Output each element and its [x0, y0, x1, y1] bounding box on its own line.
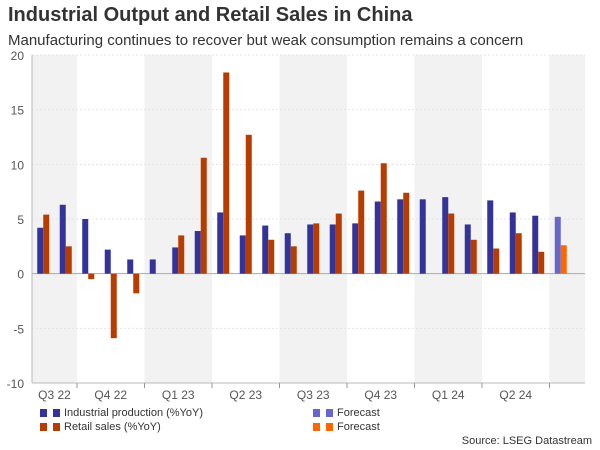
x-tick-label: Q1 23: [162, 388, 195, 402]
bar-retail-sales-yoy--apr-23: [223, 72, 230, 274]
bar-industrial-production-yoy--sep-22: [59, 204, 66, 274]
bar-industrial-production-yoy--dec-22: [127, 259, 134, 274]
bar-forecast-jul-24: [560, 245, 567, 274]
bar-industrial-production-yoy--nov-22: [104, 249, 111, 274]
bar-industrial-production-yoy--nov-23: [374, 201, 381, 274]
legend-swatch: [53, 423, 60, 431]
legend-label: Industrial production (%YoY): [64, 407, 204, 419]
y-tick-label: 0: [17, 268, 24, 282]
x-tick-label: Q3 22: [38, 388, 71, 402]
bar-retail-sales-yoy--jul-23: [290, 246, 297, 274]
legend-item-retail: Retail sales (%YoY): [40, 421, 161, 433]
bar-retail-sales-yoy--feb-23: [178, 235, 185, 274]
bar-retail-sales-yoy--jun-24: [538, 251, 545, 274]
bar-retail-sales-yoy--aug-23: [313, 223, 320, 274]
bar-industrial-production-yoy--oct-22: [82, 219, 89, 274]
bar-retail-sales-yoy--sep-23: [335, 213, 342, 274]
bar-retail-sales-yoy--apr-24: [493, 248, 500, 274]
bar-retail-sales-yoy--aug-22: [43, 214, 50, 274]
y-tick-label: 5: [17, 213, 24, 227]
legend-item-ip: Industrial production (%YoY): [40, 407, 203, 419]
y-tick-label: 20: [11, 49, 25, 63]
bar-industrial-production-yoy--sep-23: [329, 224, 336, 274]
quarter-band: [32, 55, 77, 383]
bar-retail-sales-yoy--oct-22: [88, 273, 95, 280]
bar-retail-sales-yoy--may-23: [245, 134, 252, 274]
bar-retail-sales-yoy--feb-24: [448, 213, 455, 274]
chart-subtitle: Manufacturing continues to recover but w…: [8, 32, 524, 49]
bar-retail-sales-yoy--jun-23: [268, 239, 275, 274]
y-tick-label: -5: [13, 322, 24, 336]
x-tick-label: Q1 24: [432, 388, 465, 402]
legend-item-retail-forecast: Forecast: [313, 421, 380, 433]
bar-retail-sales-yoy--dec-22: [133, 273, 140, 294]
bar-industrial-production-yoy--feb-23: [172, 247, 179, 274]
bar-industrial-production-yoy--feb-24: [442, 197, 449, 274]
x-tick-label: Q2 23: [229, 388, 262, 402]
bar-retail-sales-yoy--dec-23: [403, 192, 410, 274]
bar-industrial-production-yoy--may-23: [239, 235, 246, 274]
legend-swatch: [326, 423, 333, 431]
bar-industrial-production-yoy--oct-23: [352, 223, 359, 274]
x-tick-label: Q2 24: [499, 388, 532, 402]
bar-industrial-production-yoy--dec-23: [397, 199, 404, 274]
source-note: Source: LSEG Datastream: [461, 435, 592, 447]
legend-label: Forecast: [337, 421, 380, 433]
bar-retail-sales-yoy--mar-24: [470, 239, 477, 274]
y-tick-label: -10: [7, 377, 25, 391]
x-tick-label: Q3 23: [297, 388, 330, 402]
legend-label: Forecast: [337, 407, 380, 419]
bar-industrial-production-yoy--mar-24: [464, 224, 471, 274]
legend-swatch: [53, 409, 60, 417]
bar-retail-sales-yoy--nov-23: [380, 163, 387, 274]
y-tick-label: 10: [11, 158, 25, 172]
legend-swatch: [326, 409, 333, 417]
x-tick-label: Q4 23: [364, 388, 397, 402]
legend-swatch: [313, 423, 320, 431]
x-tick-label: Q4 22: [94, 388, 127, 402]
legend-swatch: [313, 409, 320, 417]
bar-industrial-production-yoy--aug-23: [307, 224, 314, 274]
bar-industrial-production-yoy--aug-22: [37, 227, 44, 274]
bar-industrial-production-yoy--jun-24: [532, 215, 539, 274]
bar-retail-sales-yoy--nov-22: [110, 273, 117, 339]
legend-label: Retail sales (%YoY): [64, 421, 161, 433]
chart-title: Industrial Output and Retail Sales in Ch…: [8, 4, 413, 26]
bar-retail-sales-yoy--may-24: [515, 233, 522, 274]
bar-industrial-production-yoy--jan-23: [149, 259, 156, 274]
bar-retail-sales-yoy--oct-23: [358, 190, 365, 274]
legend-item-ip-forecast: Forecast: [313, 407, 380, 419]
bar-retail-sales-yoy--mar-23: [200, 157, 207, 274]
bar-industrial-production-yoy--jun-23: [262, 225, 269, 274]
legend-swatch: [40, 423, 47, 431]
bar-industrial-production-yoy--jul-23: [284, 233, 291, 274]
bar-industrial-production-yoy--apr-23: [217, 212, 224, 274]
bar-industrial-production-yoy--mar-23: [194, 231, 201, 274]
legend-swatch: [40, 409, 47, 417]
y-tick-label: 15: [11, 104, 25, 118]
bar-retail-sales-yoy--sep-22: [65, 246, 72, 274]
bar-industrial-production-yoy--jan-24: [419, 199, 426, 274]
bar-industrial-production-yoy--apr-24: [487, 200, 494, 274]
bar-forecast-jul-24: [554, 216, 561, 274]
bar-industrial-production-yoy--may-24: [509, 212, 516, 274]
